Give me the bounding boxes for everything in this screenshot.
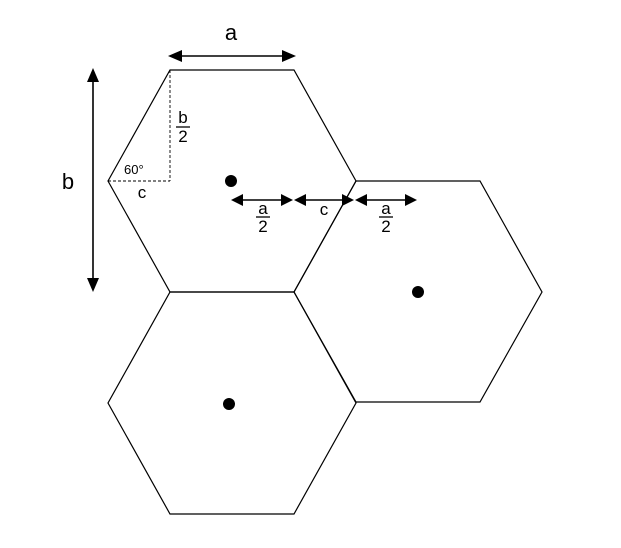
label-c-triangle: c	[138, 183, 147, 202]
dimension-a-arrow	[168, 50, 296, 62]
half-b-denominator: 2	[178, 127, 187, 146]
dimension-b-arrow	[87, 68, 99, 292]
c-gap-arrow	[294, 194, 354, 206]
half-a-left-fraction: a 2	[256, 199, 270, 236]
label-a: a	[225, 20, 238, 45]
right-center-dot	[412, 286, 424, 298]
half-b-numerator: b	[178, 108, 187, 127]
half-a-right-denominator: 2	[381, 217, 390, 236]
label-c-gap: c	[320, 200, 329, 219]
half-a-right-numerator: a	[381, 199, 391, 218]
half-a-right-arrow	[355, 194, 417, 206]
bottom-hexagon	[107, 291, 357, 515]
label-angle: 60°	[124, 162, 144, 177]
half-a-right-fraction: a 2	[379, 199, 393, 236]
top-left-center-dot	[225, 175, 237, 187]
half-a-left-numerator: a	[258, 199, 268, 218]
half-b-fraction: b 2	[176, 108, 190, 146]
bottom-center-dot	[223, 398, 235, 410]
label-b: b	[62, 169, 74, 194]
half-a-left-denominator: 2	[258, 217, 267, 236]
half-a-left-arrow	[231, 194, 293, 206]
